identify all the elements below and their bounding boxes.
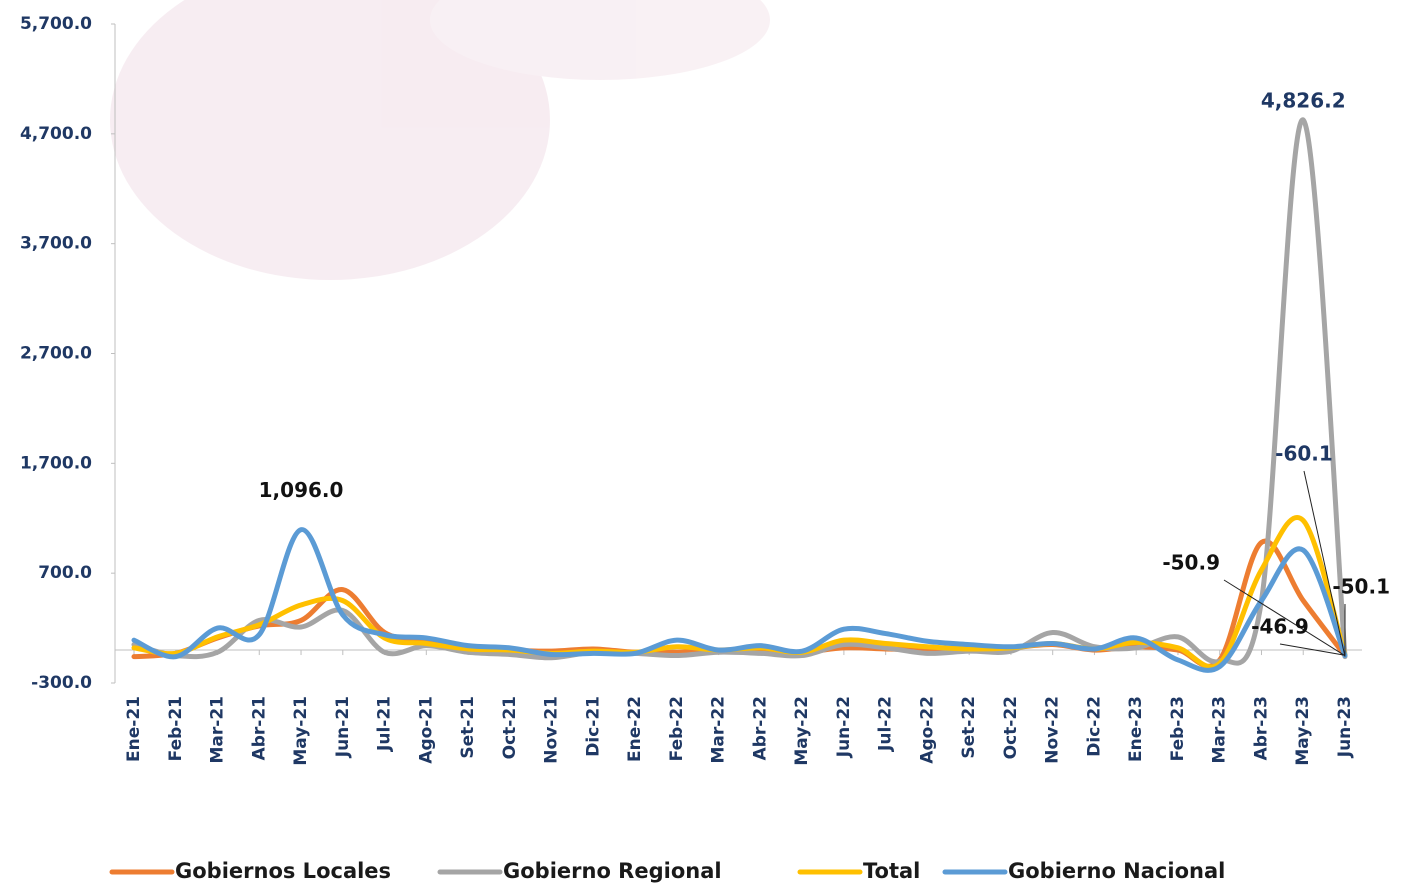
x-tick-label: Ene-22 <box>625 696 645 762</box>
y-tick-label: 3,700.0 <box>20 234 92 254</box>
x-tick-label: Nov-22 <box>1043 696 1063 764</box>
x-tick-label: Set-21 <box>458 696 478 759</box>
data-label: -50.9 <box>1162 551 1220 575</box>
y-tick-label: 700.0 <box>38 563 92 583</box>
background-decoration <box>110 0 770 280</box>
legend-label: Gobierno Regional <box>503 859 722 883</box>
legend-item: Gobiernos Locales <box>112 859 391 883</box>
x-tick-label: Jun-22 <box>834 696 854 758</box>
data-label: -60.1 <box>1275 442 1333 466</box>
x-tick-label: Nov-21 <box>542 696 562 764</box>
x-tick-label: Ago-21 <box>416 696 436 764</box>
legend-label: Total <box>863 859 920 883</box>
x-tick-label: May-21 <box>291 696 311 766</box>
x-tick-label: Dic-21 <box>583 696 603 757</box>
x-tick-label: Abr-22 <box>750 696 770 760</box>
x-tick-label: Abr-23 <box>1251 696 1271 760</box>
x-tick-label: Jun-23 <box>1335 696 1355 758</box>
legend-label: Gobierno Nacional <box>1008 859 1225 883</box>
x-tick-label: Jul-22 <box>876 696 896 752</box>
x-tick-label: Oct-22 <box>1001 696 1021 759</box>
y-tick-label: 5,700.0 <box>20 14 92 34</box>
x-tick-label: May-23 <box>1293 696 1313 766</box>
x-tick-label: Ene-23 <box>1126 696 1146 762</box>
x-tick-label: Dic-22 <box>1084 696 1104 757</box>
data-label: -50.1 <box>1332 575 1390 599</box>
x-tick-label: Mar-23 <box>1210 696 1230 764</box>
chart: -300.0 700.0 1,700.0 2,700.0 3,700.0 4,700.0 5… <box>0 0 1402 886</box>
legend-item: Gobierno Nacional <box>945 859 1225 883</box>
x-tick-label: Abr-21 <box>249 696 269 760</box>
x-tick-label: Set-22 <box>959 696 979 759</box>
y-tick-label: -300.0 <box>31 673 92 693</box>
x-tick-label: Mar-21 <box>208 696 228 764</box>
x-tick-label: Feb-23 <box>1168 696 1188 761</box>
data-label: 4,826.2 <box>1261 88 1346 112</box>
x-tick-label: Feb-21 <box>166 696 186 761</box>
legend-item: Total <box>800 859 920 883</box>
y-tick-label: 4,700.0 <box>20 124 92 144</box>
series-line <box>134 517 1345 666</box>
x-tick-label: Jun-21 <box>333 696 353 758</box>
data-label: 1,096.0 <box>259 478 344 502</box>
y-tick-label: 2,700.0 <box>20 344 92 364</box>
x-tick-label: Ago-22 <box>917 696 937 764</box>
data-label: -46.9 <box>1251 615 1309 639</box>
y-tick-label: 1,700.0 <box>20 453 92 473</box>
x-tick-label: Feb-22 <box>667 696 687 761</box>
x-tick-label: Ene-21 <box>124 696 144 762</box>
x-tick-label: Mar-22 <box>709 696 729 764</box>
legend-item: Gobierno Regional <box>440 859 722 883</box>
x-tick-label: Oct-21 <box>500 696 520 759</box>
x-tick-label: Jul-21 <box>375 696 395 752</box>
x-tick-label: May-22 <box>792 696 812 766</box>
legend-label: Gobiernos Locales <box>175 859 391 883</box>
